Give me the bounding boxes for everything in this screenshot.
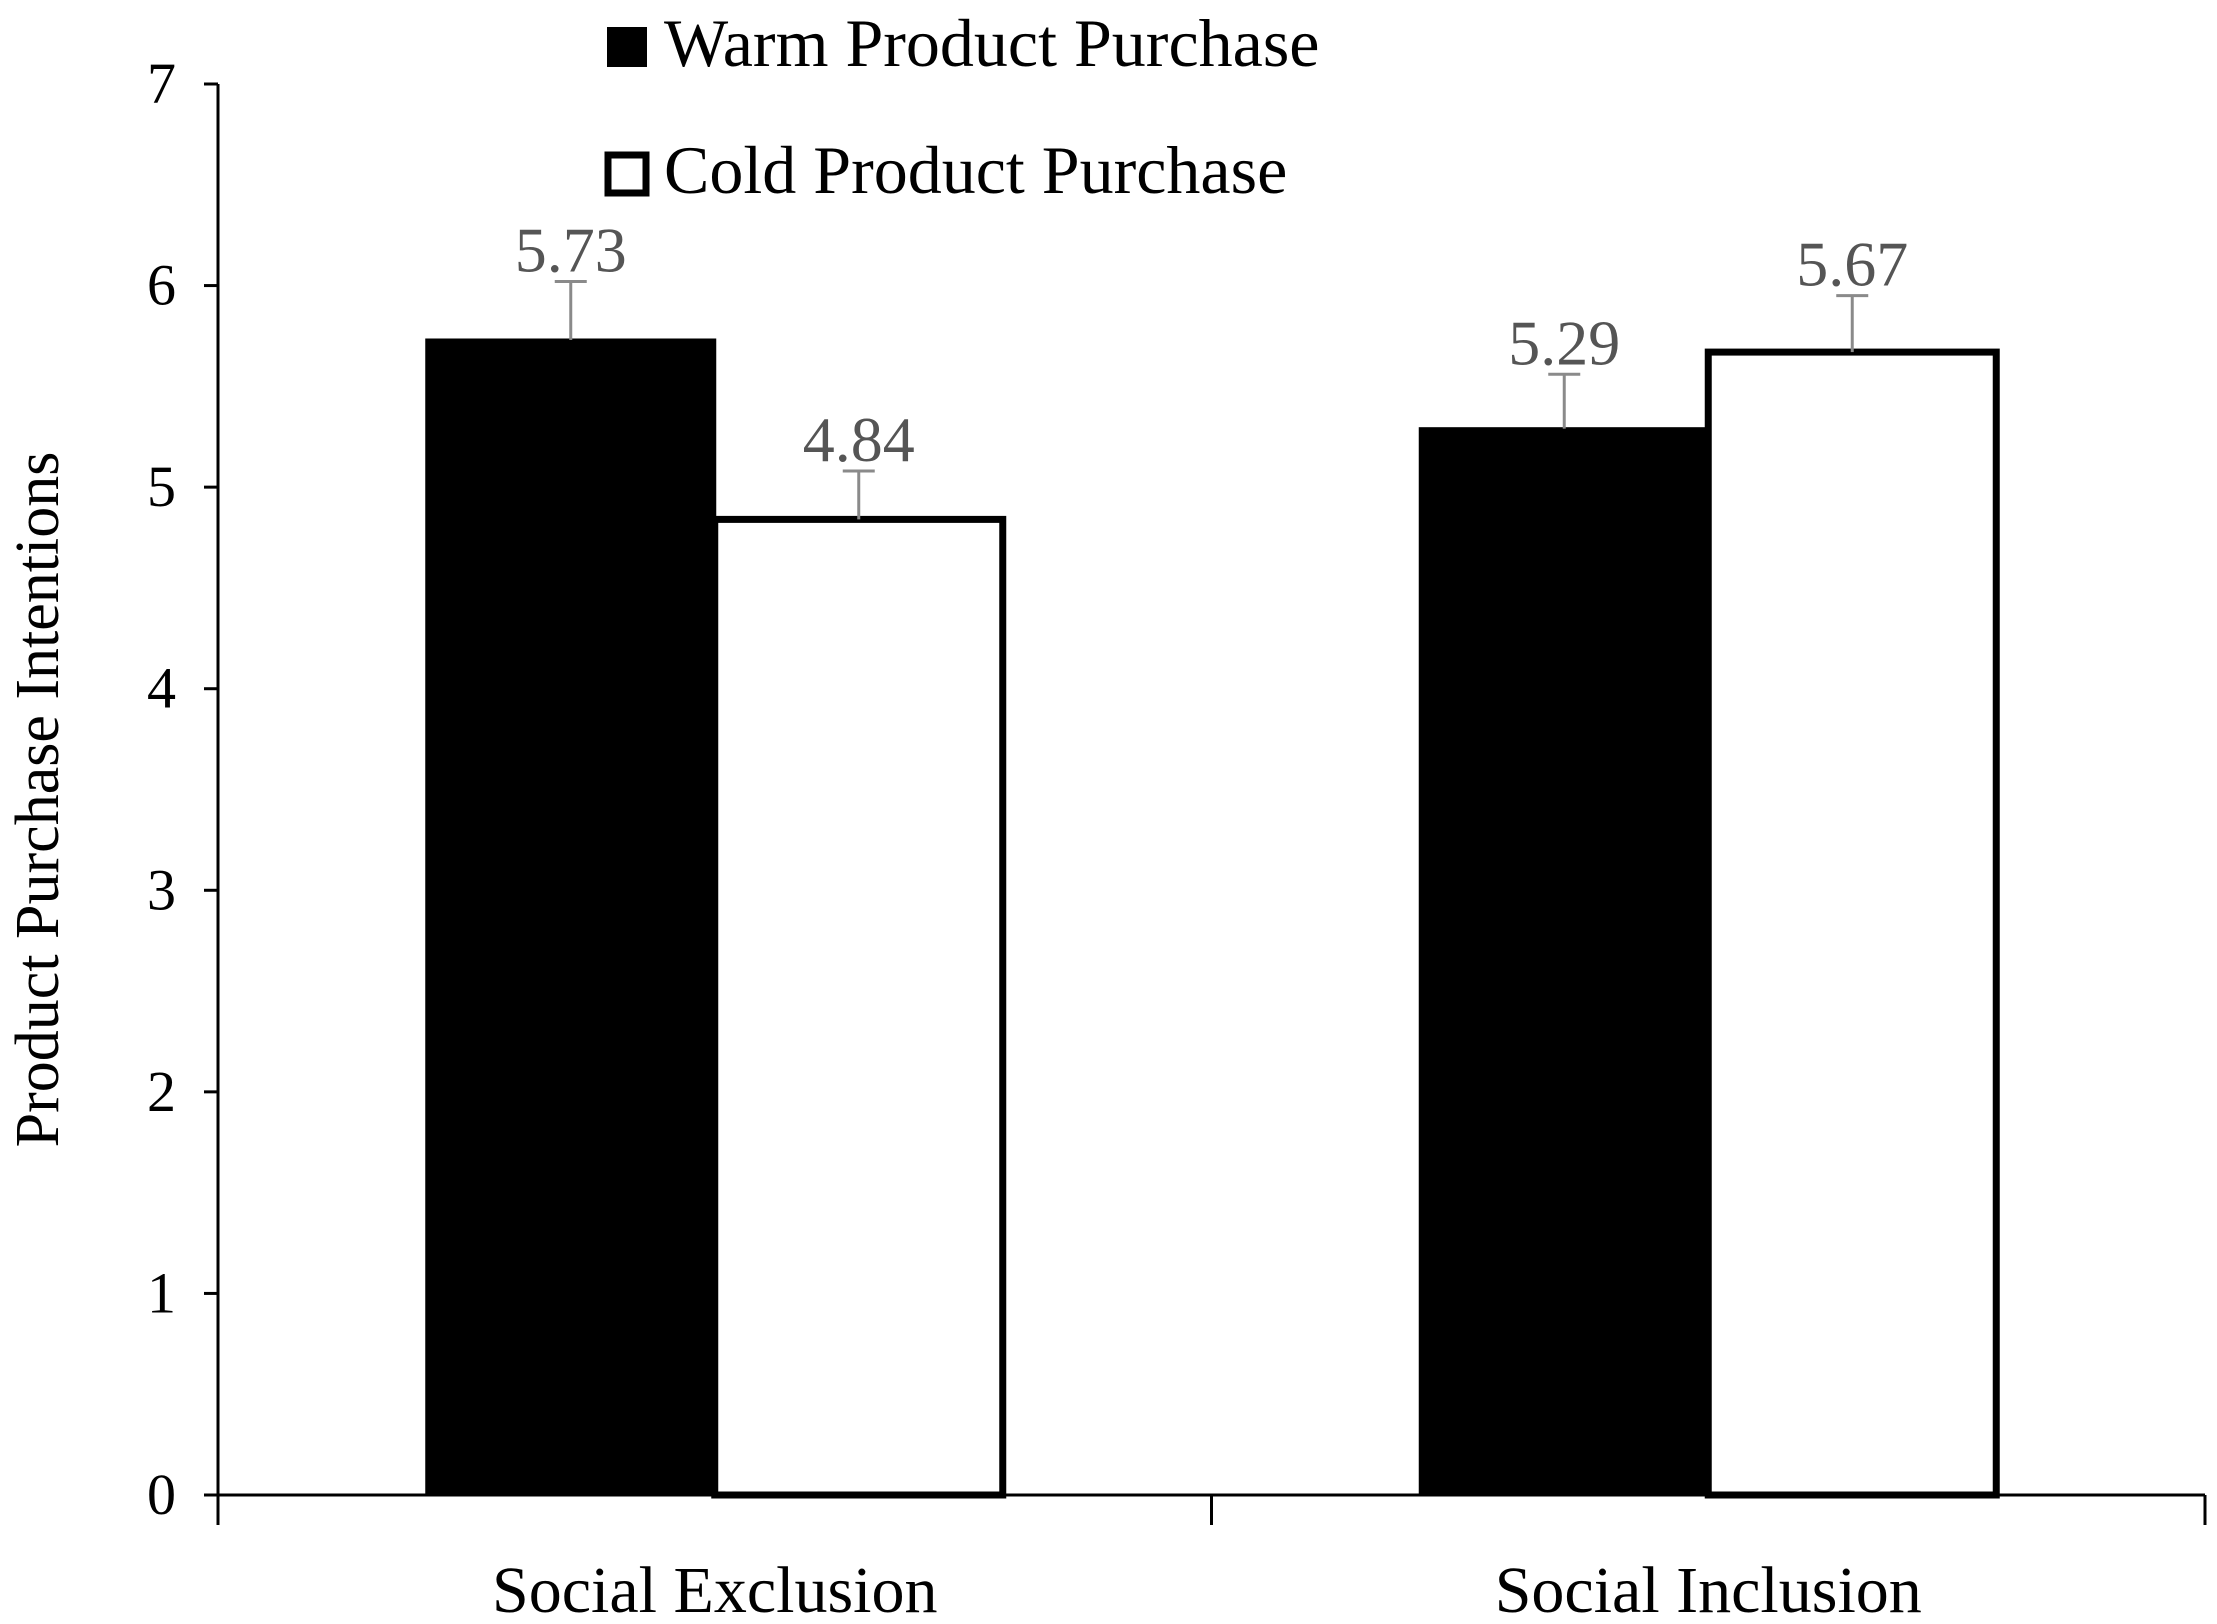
bar-warm-exclusion — [425, 338, 717, 1497]
y-tick-label: 7 — [147, 51, 176, 116]
data-label: 5.29 — [1508, 307, 1620, 378]
bars — [425, 338, 2000, 1499]
y-tick-label: 6 — [147, 253, 176, 318]
y-tick-label: 5 — [147, 454, 176, 519]
data-label: 5.67 — [1796, 229, 1908, 300]
error-bars — [554, 280, 1869, 520]
x-category-label: Social Exclusion — [492, 1554, 937, 1624]
legend-label-cold: Cold Product Purchase — [664, 132, 1287, 208]
bar-cold-exclusion — [711, 515, 1007, 1499]
y-tick-label: 4 — [147, 656, 176, 721]
y-tick-label: 3 — [147, 857, 176, 922]
y-tick-label: 2 — [147, 1059, 176, 1124]
x-category-label: Social Inclusion — [1495, 1554, 1922, 1624]
legend-swatch-cold — [604, 151, 650, 197]
legend-label-warm: Warm Product Purchase — [664, 5, 1319, 81]
x-axis: Social Exclusion Social Inclusion — [216, 1493, 2207, 1624]
legend: Warm Product Purchase Cold Product Purcha… — [604, 5, 1319, 208]
data-label: 4.84 — [803, 404, 915, 475]
y-axis-title: Product Purchase Intentions — [4, 452, 72, 1148]
data-labels: 5.73 4.84 5.29 5.67 — [515, 215, 1909, 475]
bar-warm-inclusion — [1418, 427, 1710, 1497]
data-label: 5.73 — [515, 215, 627, 286]
y-tick-label: 1 — [147, 1260, 176, 1325]
y-tick-label: 0 — [147, 1462, 176, 1527]
bar-cold-inclusion — [1704, 348, 2000, 1499]
legend-swatch-warm — [607, 27, 647, 67]
y-axis: 0 1 2 3 4 5 6 7 — [147, 51, 220, 1527]
